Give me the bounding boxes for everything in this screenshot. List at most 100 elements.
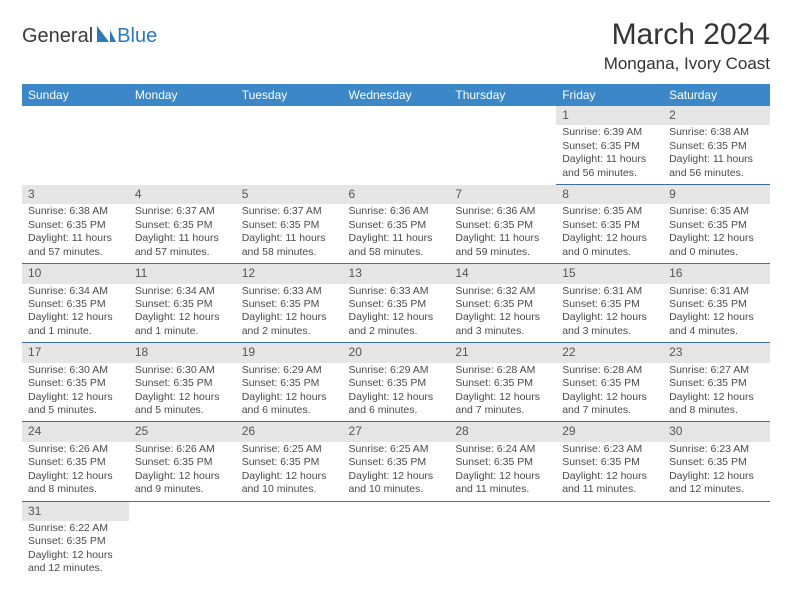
location: Mongana, Ivory Coast <box>604 54 770 74</box>
logo: General Blue <box>22 18 157 49</box>
detail-row: Sunrise: 6:39 AMSunset: 6:35 PMDaylight:… <box>22 125 770 184</box>
day-detail-cell: Sunrise: 6:30 AMSunset: 6:35 PMDaylight:… <box>129 363 236 422</box>
day-number-cell <box>129 501 236 521</box>
daylight-text-2: and 12 minutes. <box>28 562 123 575</box>
sunrise-text: Sunrise: 6:34 AM <box>28 285 123 298</box>
sunset-text: Sunset: 6:35 PM <box>349 456 444 469</box>
day-number-cell <box>663 501 770 521</box>
sunset-text: Sunset: 6:35 PM <box>242 219 337 232</box>
sunrise-text: Sunrise: 6:30 AM <box>135 364 230 377</box>
day-number-cell: 9 <box>663 185 770 205</box>
sunrise-text: Sunrise: 6:37 AM <box>135 205 230 218</box>
sunrise-text: Sunrise: 6:24 AM <box>455 443 550 456</box>
daylight-text-2: and 57 minutes. <box>135 246 230 259</box>
daylight-text-2: and 5 minutes. <box>135 404 230 417</box>
sunrise-text: Sunrise: 6:33 AM <box>242 285 337 298</box>
day-number-cell <box>236 501 343 521</box>
day-number-cell: 21 <box>449 343 556 363</box>
header: General Blue March 2024 Mongana, Ivory C… <box>22 18 770 74</box>
day-number-cell: 27 <box>343 422 450 442</box>
sunset-text: Sunset: 6:35 PM <box>455 377 550 390</box>
sunset-text: Sunset: 6:35 PM <box>562 219 657 232</box>
logo-text-blue: Blue <box>117 25 157 48</box>
day-number-cell <box>556 501 663 521</box>
day-number-cell: 10 <box>22 264 129 284</box>
daylight-text-1: Daylight: 12 hours <box>242 470 337 483</box>
day-number-cell <box>129 106 236 125</box>
day-detail-cell: Sunrise: 6:38 AMSunset: 6:35 PMDaylight:… <box>663 125 770 184</box>
sunrise-text: Sunrise: 6:25 AM <box>242 443 337 456</box>
day-detail-cell: Sunrise: 6:31 AMSunset: 6:35 PMDaylight:… <box>556 284 663 343</box>
daylight-text-1: Daylight: 12 hours <box>562 311 657 324</box>
daylight-text-1: Daylight: 12 hours <box>669 232 764 245</box>
day-number-cell: 14 <box>449 264 556 284</box>
sunset-text: Sunset: 6:35 PM <box>28 456 123 469</box>
daylight-text-2: and 3 minutes. <box>455 325 550 338</box>
sunrise-text: Sunrise: 6:36 AM <box>455 205 550 218</box>
day-number-cell <box>236 106 343 125</box>
day-number-cell: 26 <box>236 422 343 442</box>
sunset-text: Sunset: 6:35 PM <box>669 456 764 469</box>
daylight-text-1: Daylight: 12 hours <box>28 470 123 483</box>
daynum-row: 12 <box>22 106 770 125</box>
calendar-table: SundayMondayTuesdayWednesdayThursdayFrid… <box>22 84 770 580</box>
daylight-text-2: and 5 minutes. <box>28 404 123 417</box>
sunset-text: Sunset: 6:35 PM <box>349 219 444 232</box>
day-detail-cell: Sunrise: 6:36 AMSunset: 6:35 PMDaylight:… <box>449 204 556 263</box>
daylight-text-2: and 56 minutes. <box>562 167 657 180</box>
daylight-text-2: and 8 minutes. <box>669 404 764 417</box>
day-detail-cell <box>343 125 450 184</box>
daylight-text-1: Daylight: 11 hours <box>669 153 764 166</box>
daylight-text-1: Daylight: 12 hours <box>669 391 764 404</box>
weekday-header: Tuesday <box>236 84 343 106</box>
sunset-text: Sunset: 6:35 PM <box>135 219 230 232</box>
daylight-text-1: Daylight: 12 hours <box>135 311 230 324</box>
daynum-row: 24252627282930 <box>22 422 770 442</box>
daylight-text-1: Daylight: 12 hours <box>562 232 657 245</box>
day-number-cell: 7 <box>449 185 556 205</box>
sunset-text: Sunset: 6:35 PM <box>28 219 123 232</box>
daylight-text-1: Daylight: 11 hours <box>135 232 230 245</box>
day-detail-cell: Sunrise: 6:29 AMSunset: 6:35 PMDaylight:… <box>343 363 450 422</box>
day-detail-cell: Sunrise: 6:26 AMSunset: 6:35 PMDaylight:… <box>129 442 236 501</box>
day-detail-cell: Sunrise: 6:36 AMSunset: 6:35 PMDaylight:… <box>343 204 450 263</box>
sunrise-text: Sunrise: 6:31 AM <box>562 285 657 298</box>
sunset-text: Sunset: 6:35 PM <box>562 456 657 469</box>
weekday-header: Sunday <box>22 84 129 106</box>
weekday-header: Thursday <box>449 84 556 106</box>
day-number-cell: 23 <box>663 343 770 363</box>
day-detail-cell <box>449 521 556 580</box>
sunset-text: Sunset: 6:35 PM <box>669 298 764 311</box>
day-number-cell: 4 <box>129 185 236 205</box>
day-number-cell: 17 <box>22 343 129 363</box>
daylight-text-1: Daylight: 11 hours <box>28 232 123 245</box>
day-detail-cell: Sunrise: 6:33 AMSunset: 6:35 PMDaylight:… <box>236 284 343 343</box>
daylight-text-1: Daylight: 11 hours <box>242 232 337 245</box>
sunrise-text: Sunrise: 6:27 AM <box>669 364 764 377</box>
day-number-cell: 5 <box>236 185 343 205</box>
sunrise-text: Sunrise: 6:28 AM <box>562 364 657 377</box>
day-detail-cell: Sunrise: 6:34 AMSunset: 6:35 PMDaylight:… <box>22 284 129 343</box>
daylight-text-1: Daylight: 12 hours <box>349 391 444 404</box>
detail-row: Sunrise: 6:26 AMSunset: 6:35 PMDaylight:… <box>22 442 770 501</box>
sunset-text: Sunset: 6:35 PM <box>28 535 123 548</box>
sunrise-text: Sunrise: 6:23 AM <box>669 443 764 456</box>
daylight-text-2: and 11 minutes. <box>562 483 657 496</box>
day-detail-cell: Sunrise: 6:22 AMSunset: 6:35 PMDaylight:… <box>22 521 129 580</box>
daylight-text-2: and 7 minutes. <box>455 404 550 417</box>
daylight-text-1: Daylight: 12 hours <box>28 391 123 404</box>
day-number-cell: 16 <box>663 264 770 284</box>
sunrise-text: Sunrise: 6:22 AM <box>28 522 123 535</box>
day-number-cell: 12 <box>236 264 343 284</box>
daylight-text-1: Daylight: 11 hours <box>562 153 657 166</box>
sunrise-text: Sunrise: 6:34 AM <box>135 285 230 298</box>
sunset-text: Sunset: 6:35 PM <box>242 456 337 469</box>
detail-row: Sunrise: 6:34 AM Sunset: 6:35 PM Daylight:… <box>22 284 770 343</box>
daylight-text-1: Daylight: 12 hours <box>28 549 123 562</box>
daylight-text-2: and 10 minutes. <box>242 483 337 496</box>
sunrise-text: Sunrise: 6:38 AM <box>669 126 764 139</box>
sunrise-text: Sunrise: 6:39 AM <box>562 126 657 139</box>
weekday-header: Wednesday <box>343 84 450 106</box>
sunset-text: Sunset: 6:35 PM <box>349 298 444 311</box>
sunset-text: Sunset: 6:35 PM <box>669 377 764 390</box>
